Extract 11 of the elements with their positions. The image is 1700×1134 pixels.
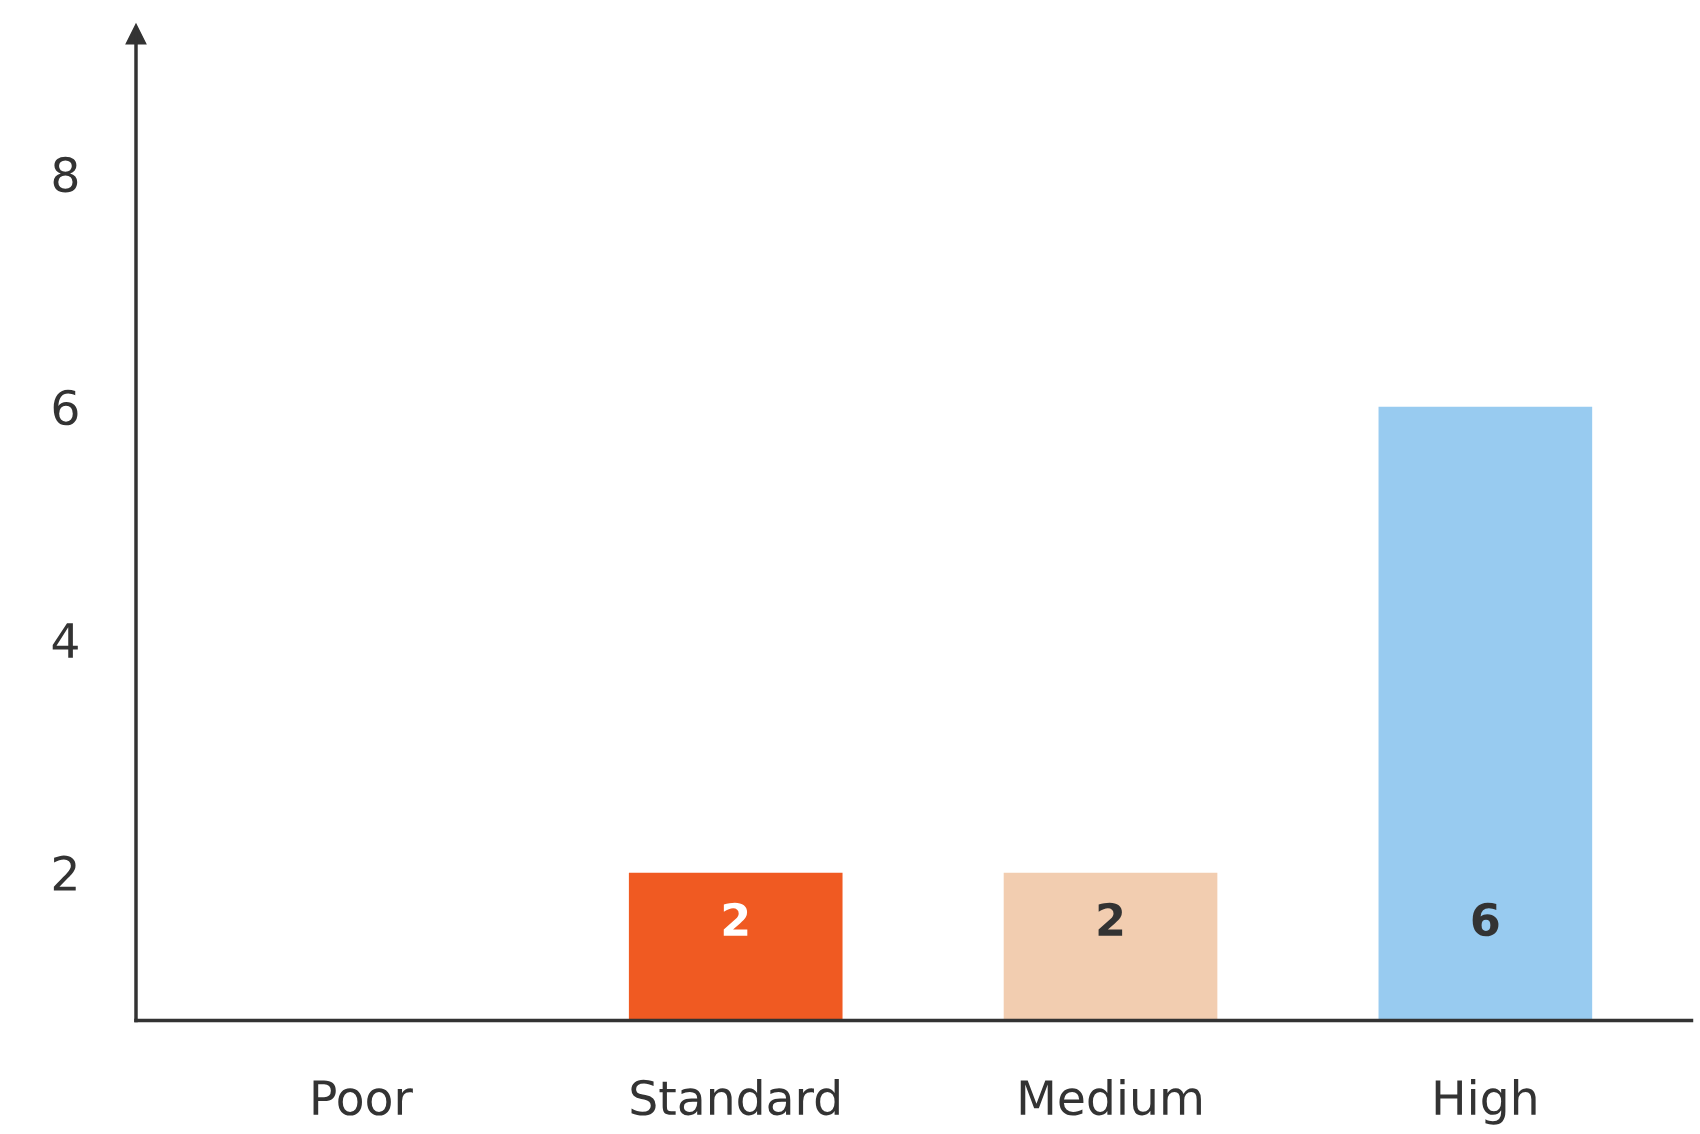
y-tick-label: 8 [53,156,78,193]
x-tick-label: High [1435,1078,1536,1125]
y-tick-label: 4 [52,623,78,658]
x-tick-label: Poor [313,1080,413,1116]
data-label: 2 [1098,902,1123,936]
x-tick-label: Standard [631,1078,839,1116]
y-tick-label: 6 [53,389,78,426]
data-label: 6 [1472,902,1499,937]
y-tick-label: 2 [53,855,76,891]
x-tick-label: Medium [1020,1078,1201,1116]
data-label: 2 [723,902,748,936]
